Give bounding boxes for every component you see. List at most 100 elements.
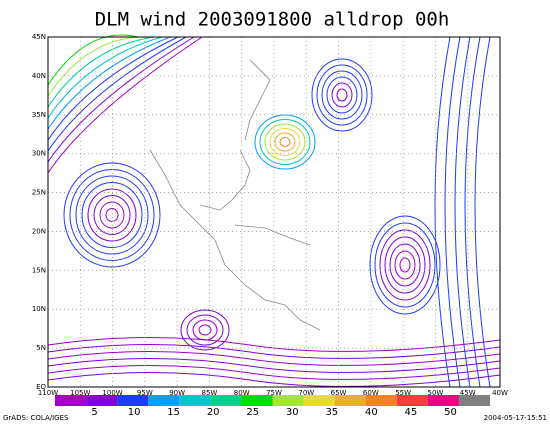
streamline [63,162,161,268]
lat-label: 20N [32,227,46,235]
lon-label: 110W [38,389,58,397]
map-frame [47,36,501,388]
lon-label: 90W [169,389,185,397]
coast [234,224,311,246]
colorbar-label: 50 [444,407,457,418]
colorbar-label: 40 [365,407,378,418]
streamline [87,188,137,242]
colorbar-label: 10 [128,407,141,418]
streamline [311,58,373,132]
streamline [379,229,431,301]
streamline [99,201,125,229]
lon-label: 105W [70,389,90,397]
colorbar-label: 30 [286,407,299,418]
lat-label: 45N [32,33,46,41]
streamline [389,243,421,287]
streamline [434,36,451,388]
streamline [269,128,301,156]
streamline [394,250,416,280]
streamline [274,132,296,152]
streamline [180,309,230,351]
streamline [47,36,155,108]
colorbar-swatch [241,395,273,406]
streamline [47,372,501,387]
streamline [47,36,203,174]
streamline [374,222,436,308]
colorbar-label: 25 [246,407,259,418]
streamline [47,36,163,119]
lon-label: 80W [234,389,250,397]
streamlines [47,34,501,388]
streamline [47,34,139,86]
axis-labels: EQ 5N 10N 15N 20N 25N 30N 35N 40N 45N 110W 105W 100W… [32,33,508,397]
lon-label: 95W [137,389,153,397]
title: DLM wind 2003091800 alldrop 00h [95,9,450,31]
streamline [47,351,501,366]
streamline [47,365,501,380]
lon-label: 70W [298,389,314,397]
streamline [331,82,353,108]
streamline [186,314,224,346]
lat-label: 40N [32,72,46,80]
colorbar-swatch [458,395,490,406]
streamline [454,36,471,388]
streamline [47,36,179,141]
footer-left: GrADS: COLA/IGES [3,414,69,422]
streamline [326,76,358,114]
colorbar: 5 10 15 20 25 30 35 40 45 50 [55,395,490,418]
lat-label: 10N [32,305,46,313]
streamline [279,137,291,147]
footer-right: 2004-05-17-15:51 [484,414,547,422]
streamline [81,182,143,248]
streamline [47,36,147,97]
streamline [399,257,411,273]
lon-label: 60W [363,389,379,397]
streamline [264,123,306,161]
lon-label: 100W [102,389,122,397]
colorbar-swatch [427,395,459,406]
colorbar-swatch [148,395,180,406]
colorbar-swatch [272,395,304,406]
streamline [464,36,481,388]
streamline [47,36,195,163]
colorbar-label: 20 [207,407,220,418]
lon-label: 75W [266,389,282,397]
colorbar-label: 45 [405,407,418,418]
colorbar-swatch [55,395,87,406]
lon-label: 65W [331,389,347,397]
lat-label: 25N [32,189,46,197]
coast [149,149,321,331]
lat-label: 30N [32,150,46,158]
coastlines [149,59,321,331]
streamline [47,36,187,152]
coast [199,149,251,211]
colorbar-label: 15 [167,407,180,418]
lon-label: 55W [395,389,411,397]
colorbar-swatch [396,395,428,406]
streamline [198,324,212,336]
lat-label: 5N [36,344,46,352]
streamline [316,64,368,126]
coast [244,59,271,141]
streamline [47,337,501,352]
streamline [259,119,311,165]
lon-label: 45W [460,389,476,397]
streamline [47,36,171,130]
streamline [69,169,155,261]
streamline [105,208,119,222]
lon-label: 50W [428,389,444,397]
lat-label: 35N [32,111,46,119]
streamline [369,215,441,315]
streamline [336,88,348,102]
streamline [93,195,131,235]
colorbar-swatch [303,395,335,406]
colorbar-swatch [210,395,242,406]
colorbar-swatch [86,395,118,406]
streamline [75,175,149,255]
lat-label: 15N [32,266,46,274]
colorbar-swatch [179,395,211,406]
lon-label: 85W [202,389,218,397]
colorbar-label: 5 [91,407,97,418]
streamline [47,344,501,359]
